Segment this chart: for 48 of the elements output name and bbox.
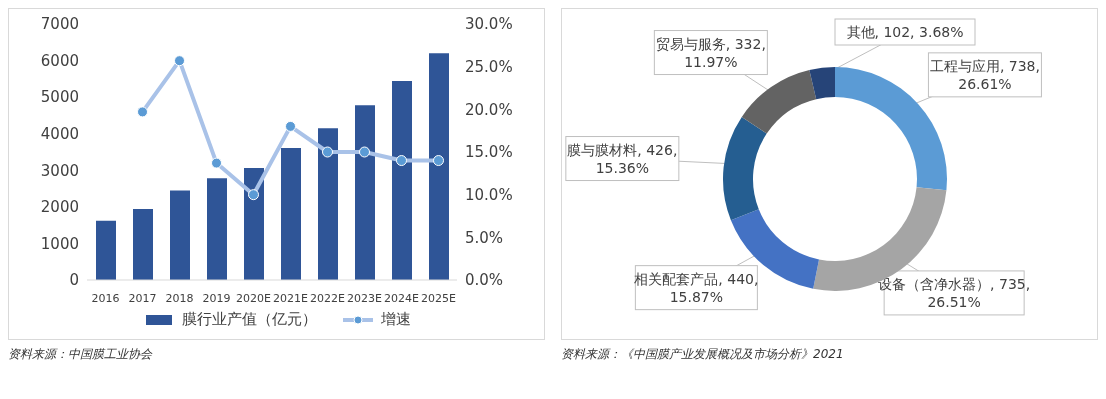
y-tick-label: 6000 [40, 51, 79, 70]
x-tick-label: 2017 [128, 292, 156, 305]
slice-label: 贸易与服务, 332, 11.97% [655, 35, 766, 70]
x-tick-label: 2023E [346, 292, 382, 305]
bar [206, 178, 227, 280]
slice-label: 工程与应用, 738, 26.61% [929, 57, 1040, 92]
y-tick-label: 2000 [40, 198, 79, 217]
y2-tick-label: 10.0% [464, 185, 513, 204]
slice-label: 相关配套产品, 440, 15.87% [633, 270, 758, 305]
x-tick-label: 2024E [383, 292, 419, 305]
y-tick-label: 0 [68, 271, 79, 290]
x-tick-label: 2016 [91, 292, 119, 305]
slice-label: 其他, 102, 3.68% [846, 24, 963, 40]
donut-slice [808, 67, 835, 100]
x-tick-label: 2020E [235, 292, 271, 305]
y-tick-label: 3000 [40, 161, 79, 180]
donut-slice [741, 69, 816, 134]
x-tick-label: 2022E [309, 292, 345, 305]
y-tick-label: 1000 [40, 234, 79, 253]
y2-tick-label: 0.0% [464, 271, 503, 290]
donut-slice [730, 209, 819, 289]
bar [95, 220, 116, 280]
bar [132, 209, 153, 280]
bar [428, 53, 449, 280]
y2-tick-label: 25.0% [464, 57, 513, 76]
y2-tick-label: 20.0% [464, 100, 513, 119]
y-tick-label: 7000 [40, 15, 79, 34]
bar [280, 147, 301, 280]
slice-label: 膜与膜材料, 426, 15.36% [566, 141, 677, 176]
bar [243, 168, 264, 280]
x-tick-label: 2018 [165, 292, 193, 305]
y2-tick-label: 5.0% [464, 228, 503, 247]
x-tick-label: 2019 [202, 292, 230, 305]
bar [317, 128, 338, 280]
donut-slice [722, 116, 767, 221]
legend-label: 膜行业产值（亿元） [182, 310, 317, 329]
x-tick-label: 2021E [272, 292, 308, 305]
bar [169, 190, 190, 280]
y-tick-label: 4000 [40, 125, 79, 144]
bar [354, 105, 375, 280]
y-tick-label: 5000 [40, 88, 79, 107]
bar [391, 81, 412, 280]
text: 资料来源：中国膜工业协会 [8, 346, 154, 363]
x-tick-label: 2025E [420, 292, 456, 305]
text: 资料来源：《中国膜产业发展概况及市场分析》2021 [561, 346, 845, 363]
y2-tick-label: 15.0% [464, 143, 513, 162]
legend-label: 增速 [381, 310, 411, 329]
y2-tick-label: 30.0% [464, 15, 513, 34]
